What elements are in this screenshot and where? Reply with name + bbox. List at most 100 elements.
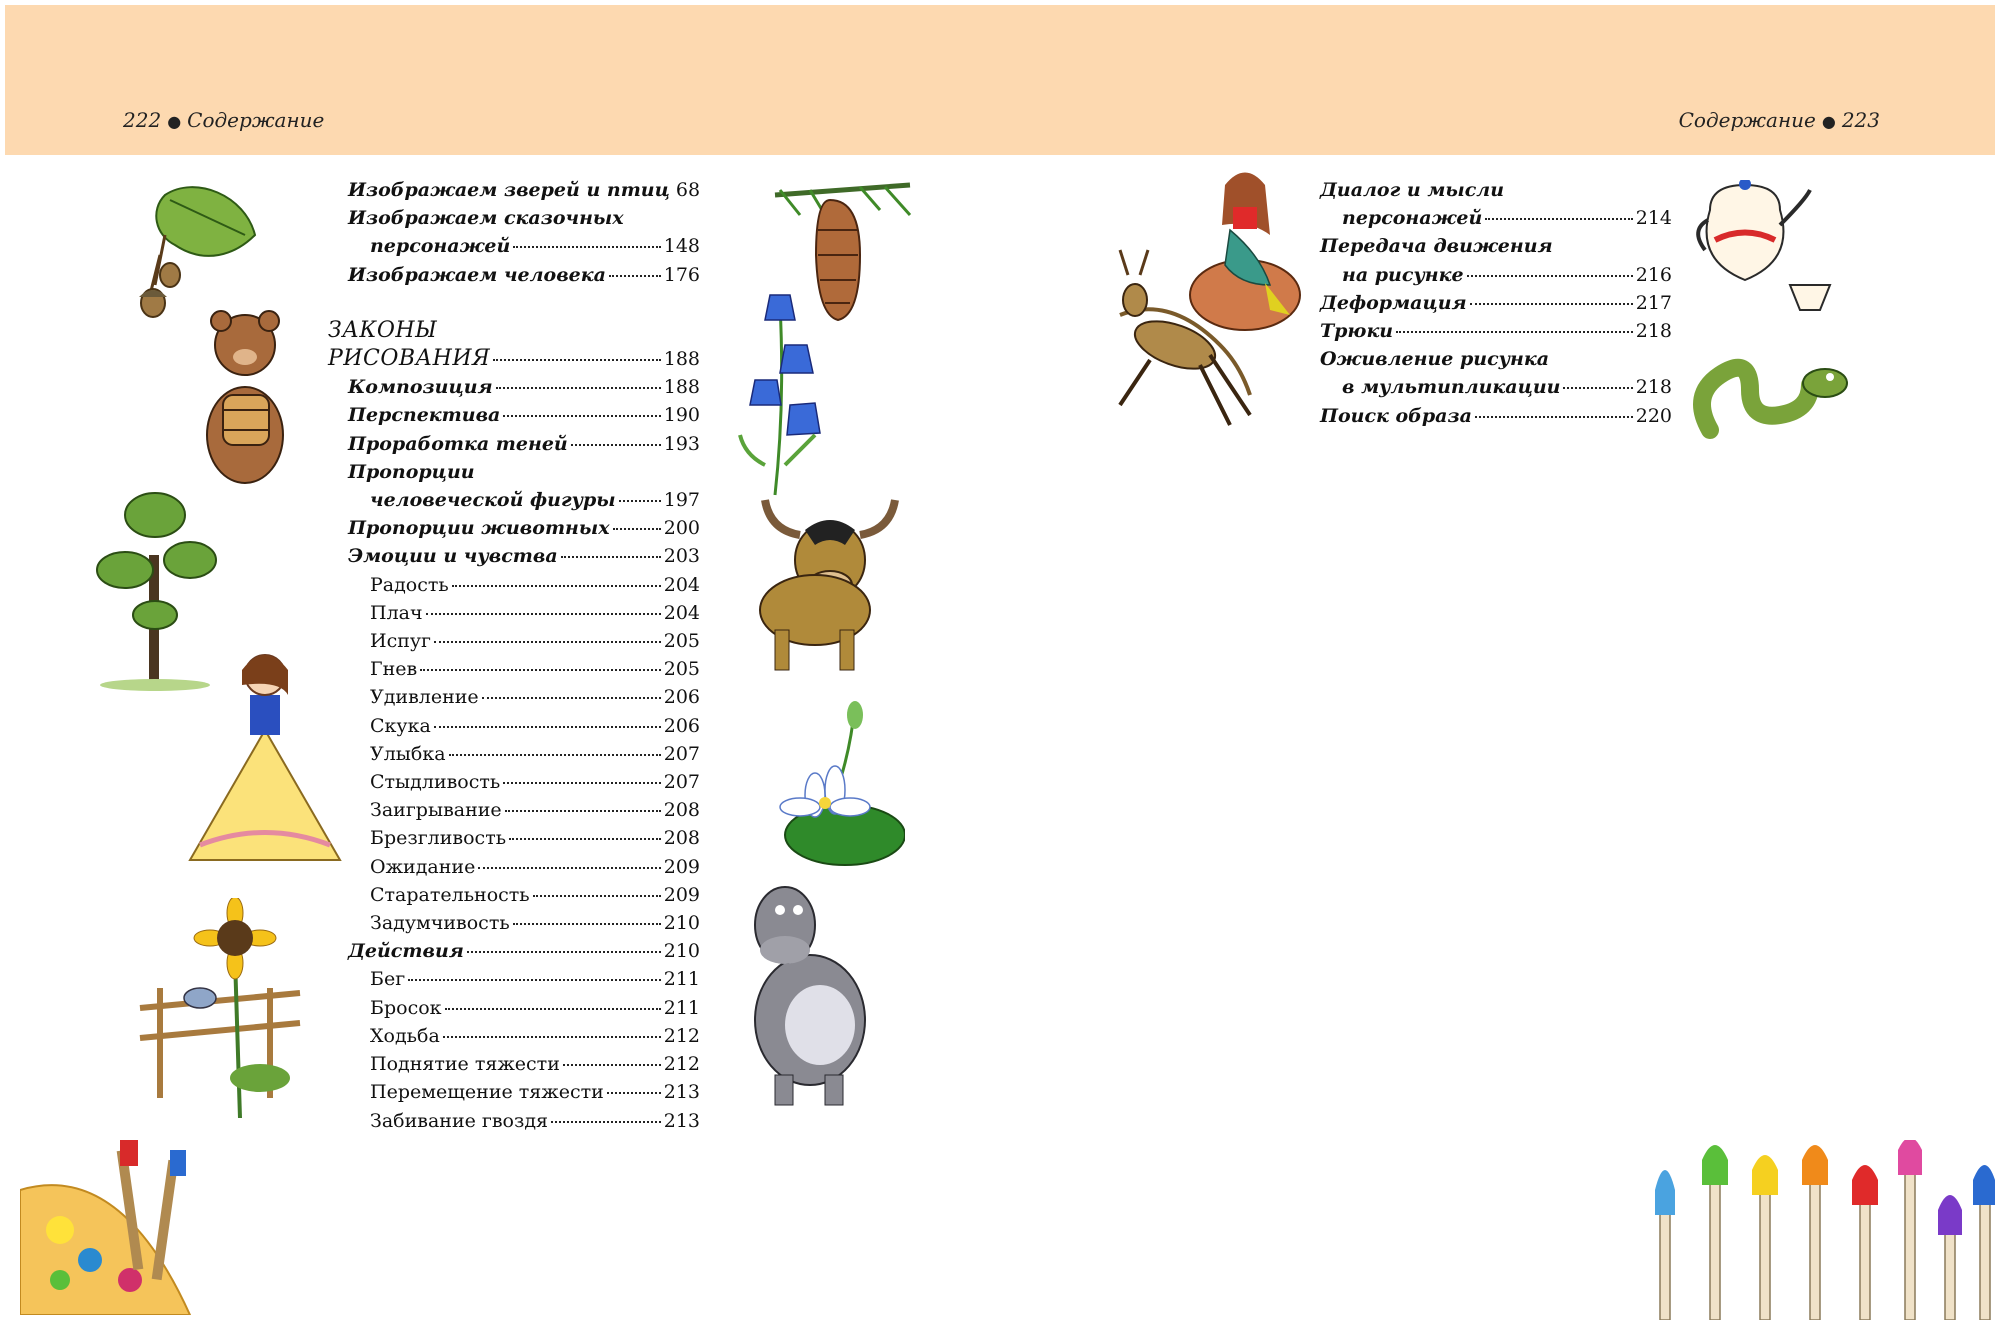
bluebell-flower-icon	[738, 294, 821, 496]
toc-entry[interactable]: Перемещение тяжести 213	[328, 1078, 700, 1106]
toc-entry[interactable]: Оживление рисунка	[1320, 345, 1672, 373]
toc-entry[interactable]: Брезгливость 208	[328, 824, 700, 852]
toc-entry-page: 211	[663, 968, 700, 991]
toc-entry[interactable]: Ходьба 212	[328, 1022, 700, 1050]
toc-entry[interactable]: Забивание гвоздя 213	[328, 1107, 700, 1135]
toc-entry-title: Пропорции животных	[348, 517, 610, 540]
toc-entry-page: 197	[663, 489, 700, 512]
toc-entry[interactable]: персонажей 214	[1320, 204, 1672, 232]
toc-entry-title: Стыдливость	[370, 771, 501, 794]
toc-entry-title: Изображаем зверей и птиц	[348, 179, 670, 201]
right-page-number: 223	[1841, 108, 1880, 132]
toc-entry[interactable]: Плач 204	[328, 599, 700, 627]
toc-leader-dots	[612, 528, 661, 531]
toc-leader-dots	[562, 1064, 661, 1067]
toc-entry-title: Оживление рисунка	[1320, 348, 1550, 371]
left-page-number: 222	[123, 108, 162, 132]
toc-entry-page: 207	[663, 771, 700, 794]
toc-entry[interactable]: Улыбка 207	[328, 740, 700, 768]
toc-entry[interactable]: Действия 210	[328, 937, 700, 965]
toc-entry[interactable]: Испуг 205	[328, 627, 700, 655]
toc-entry[interactable]: Радость 204	[328, 571, 700, 599]
toc-leader-dots	[551, 1120, 661, 1123]
toc-entry[interactable]: Бросок 211	[328, 994, 700, 1022]
toc-section-heading[interactable]: ЗАКОНЫ	[328, 317, 700, 345]
toc-entry-title: в мультипликации	[1342, 376, 1561, 399]
paint-palette-brushes-icon	[20, 1140, 192, 1315]
toc-leader-dots	[503, 415, 661, 418]
toc-entry[interactable]: Заигрывание 208	[328, 796, 700, 824]
toc-entry[interactable]: персонажей 148	[328, 232, 700, 260]
toc-entry[interactable]: Передача движения	[1320, 232, 1672, 260]
toc-entry[interactable]: на рисунке 216	[1320, 261, 1672, 289]
toc-entry-page: 208	[663, 827, 700, 850]
deer-icon	[1118, 249, 1252, 426]
toc-entry[interactable]: Деформация 217	[1320, 289, 1672, 317]
toc-entry-page: 205	[663, 658, 700, 681]
mermaid-icon	[1189, 172, 1301, 331]
toc-entry-page: 200	[663, 517, 700, 540]
right-header-title: Содержание	[1678, 108, 1816, 132]
toc-entry[interactable]: Перспектива 190	[328, 401, 700, 429]
toc-entry[interactable]: Композиция 188	[328, 373, 700, 401]
toc-entry-title: Бег	[370, 968, 406, 991]
toc-entry[interactable]: Поднятие тяжести 212	[328, 1050, 700, 1078]
toc-entry[interactable]: Эмоции и чувства 203	[328, 542, 700, 570]
toc-entry-page: 188	[663, 348, 700, 371]
toc-entry-page: 216	[1635, 263, 1672, 286]
toc-entry-title: на рисунке	[1342, 263, 1464, 286]
toc-entry[interactable]: Проработка теней 193	[328, 430, 700, 458]
toc-leader-dots	[560, 556, 661, 559]
toc-entry-title: Заигрывание	[370, 799, 502, 822]
toc-entry[interactable]: Пропорции животных 200	[328, 514, 700, 542]
toc-entry-title: ЗАКОНЫ	[328, 317, 438, 343]
oak-leaf-acorns-icon	[139, 186, 257, 318]
toc-entry-title: Изображаем человека	[348, 263, 606, 286]
toc-entry[interactable]: Стыдливость 207	[328, 768, 700, 796]
toc-entry-title: Радость	[370, 573, 449, 596]
toc-leader-dots	[442, 1035, 661, 1038]
toc-leader-dots	[1396, 331, 1633, 334]
toc-entry[interactable]: Скука 206	[328, 712, 700, 740]
toc-entry[interactable]: Ожидание 209	[328, 853, 700, 881]
toc-entry[interactable]: Гнев 205	[328, 655, 700, 683]
toc-entry-title: Задумчивость	[370, 912, 510, 935]
toc-entry[interactable]: Изображаем зверей и птиц 68	[328, 176, 700, 204]
toc-leader-dots	[408, 979, 661, 982]
toc-leader-dots	[425, 612, 661, 615]
toc-entry-title: персонажей	[370, 235, 511, 258]
toc-entry-title: Гнев	[370, 658, 418, 681]
toc-entry[interactable]: Изображаем сказочных	[328, 204, 700, 232]
left-running-head: 222 ● Содержание	[123, 108, 324, 132]
toc-gap	[328, 289, 700, 317]
toc-leader-dots	[570, 443, 661, 446]
toc-entry-title: Перемещение тяжести	[370, 1081, 604, 1104]
teapot-cup-icon	[1696, 180, 1832, 311]
toc-entry-title: персонажей	[1342, 207, 1483, 230]
toc-entry[interactable]: Трюки 218	[1320, 317, 1672, 345]
toc-entry-page: 213	[663, 1081, 700, 1104]
toc-entry-title: Композиция	[348, 376, 493, 399]
toc-leader-dots	[478, 866, 661, 869]
toc-entry[interactable]: Задумчивость 210	[328, 909, 700, 937]
toc-entry-title: Изображаем сказочных	[348, 207, 624, 230]
toc-entry[interactable]: Бег 211	[328, 965, 700, 993]
left-header-title: Содержание	[187, 108, 325, 132]
toc-entry[interactable]: Изображаем человека 176	[328, 261, 700, 289]
toc-entry-page: 218	[1635, 320, 1672, 343]
toc-entry[interactable]: Поиск образа 220	[1320, 402, 1672, 430]
toc-entry[interactable]: Диалог и мысли	[1320, 176, 1672, 204]
toc-section-heading[interactable]: РИСОВАНИЯ 188	[328, 345, 700, 373]
toc-entry-title: Диалог и мысли	[1320, 179, 1505, 201]
toc-leader-dots	[444, 1007, 661, 1010]
toc-leader-dots	[1466, 274, 1633, 277]
toc-entry[interactable]: Старательность 209	[328, 881, 700, 909]
toc-entry[interactable]: Пропорции	[328, 458, 700, 486]
tree-icon	[96, 492, 217, 691]
toc-entry[interactable]: человеческой фигуры 197	[328, 486, 700, 514]
toc-entry[interactable]: Удивление 206	[328, 683, 700, 711]
toc-entry-page: 209	[663, 855, 700, 878]
toc-entry[interactable]: в мультипликации 218	[1320, 373, 1672, 401]
toc-leader-dots	[532, 894, 661, 897]
snake-icon	[1693, 358, 1848, 439]
